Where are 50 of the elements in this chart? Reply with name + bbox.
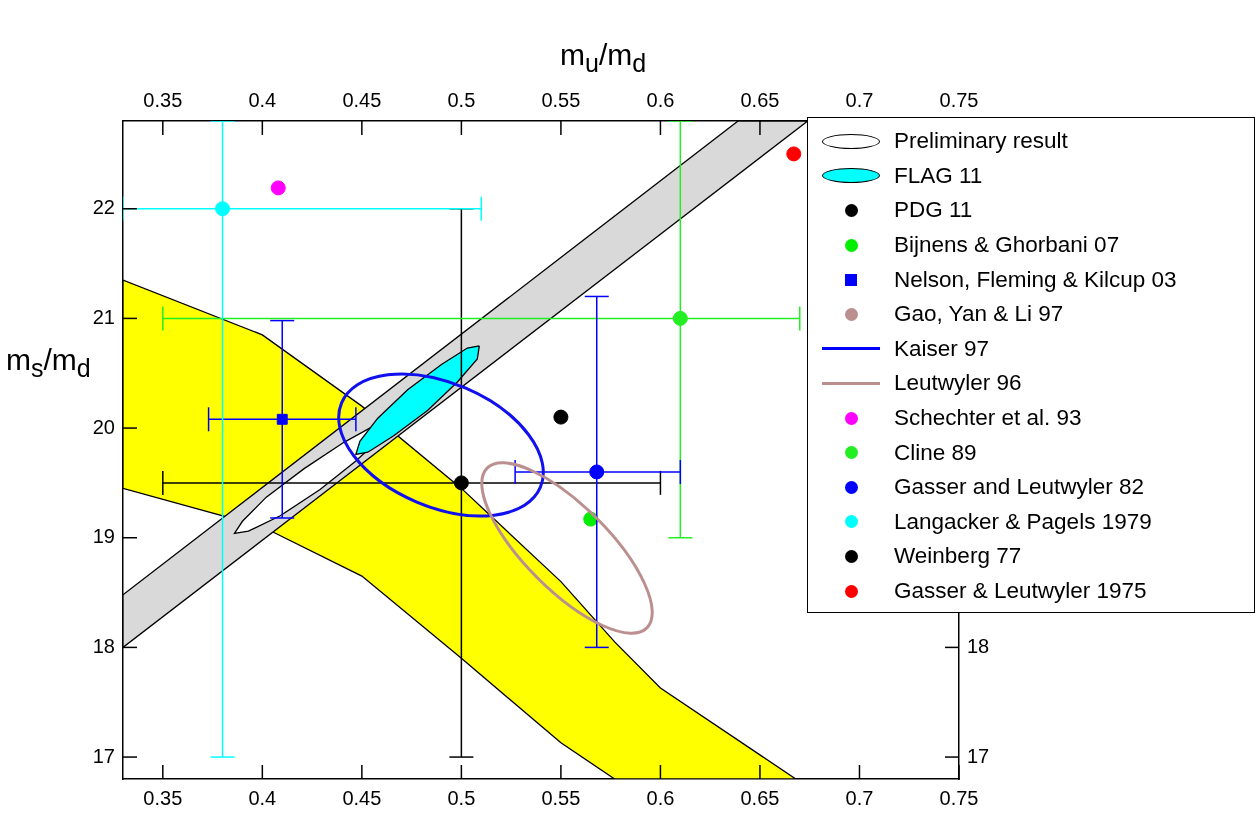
point xyxy=(453,475,469,491)
y-axis-title: m$_{s}$/m$_{d}$ xyxy=(6,343,91,382)
x-tick-label: 0.55 xyxy=(541,786,581,809)
legend-label: Weinberg 77 xyxy=(894,543,1022,570)
point xyxy=(786,146,802,162)
legend-label: Schechter et al. 93 xyxy=(894,405,1082,432)
y-tick-label: 19 xyxy=(92,525,115,548)
legend-label: Kaiser 97 xyxy=(894,335,990,362)
x-tick-label: 0.4 xyxy=(248,786,277,809)
y-tick-label: 17 xyxy=(92,744,115,767)
x2-tick-label: 0.35 xyxy=(143,88,183,111)
x2-tick-label: 0.75 xyxy=(939,88,979,111)
x-tick-label: 0.6 xyxy=(646,786,675,809)
y-tick-label: 20 xyxy=(92,415,115,438)
legend-label: Leutwyler 96 xyxy=(894,370,1022,397)
x-tick-label: 0.75 xyxy=(939,786,979,809)
legend-label: Nelson, Fleming & Kilcup 03 xyxy=(894,266,1177,293)
y-tick-label: 18 xyxy=(92,634,115,657)
legend-label: PDG 11 xyxy=(894,197,973,224)
x-tick-label: 0.7 xyxy=(845,786,874,809)
point xyxy=(276,413,288,425)
y2-tick-label: 17 xyxy=(967,744,990,767)
legend-label: Bijnens & Ghorbani 07 xyxy=(894,232,1120,259)
legend-label: Preliminary result xyxy=(894,128,1068,155)
legend-label: Langacker & Pagels 1979 xyxy=(894,508,1152,535)
x2-tick-label: 0.45 xyxy=(342,88,382,111)
x-tick-label: 0.45 xyxy=(342,786,382,809)
x2-tick-label: 0.6 xyxy=(646,88,675,111)
x-tick-label: 0.5 xyxy=(447,786,476,809)
x-tick-label: 0.65 xyxy=(740,786,780,809)
legend-label: Gasser & Leutwyler 1975 xyxy=(894,578,1147,605)
legend-label: Cline 89 xyxy=(894,439,977,466)
point xyxy=(215,201,231,217)
x2-tick-label: 0.7 xyxy=(845,88,874,111)
x2-tick-label: 0.55 xyxy=(541,88,581,111)
x2-tick-label: 0.4 xyxy=(248,88,277,111)
legend-label: Gasser and Leutwyler 82 xyxy=(894,474,1145,501)
y-tick-label: 22 xyxy=(92,196,115,219)
x2-axis-title: m$_{u}$/m$_{d}$ xyxy=(560,38,647,77)
x2-tick-label: 0.65 xyxy=(740,88,780,111)
legend-label: FLAG 11 xyxy=(894,162,983,189)
point xyxy=(553,409,569,425)
point xyxy=(270,180,286,196)
x-tick-label: 0.35 xyxy=(143,786,183,809)
point xyxy=(589,464,605,480)
y-tick-label: 21 xyxy=(92,305,115,328)
y2-tick-label: 18 xyxy=(967,634,990,657)
legend-label: Gao, Yan & Li 97 xyxy=(894,301,1064,328)
x2-tick-label: 0.5 xyxy=(447,88,476,111)
point xyxy=(672,310,688,326)
